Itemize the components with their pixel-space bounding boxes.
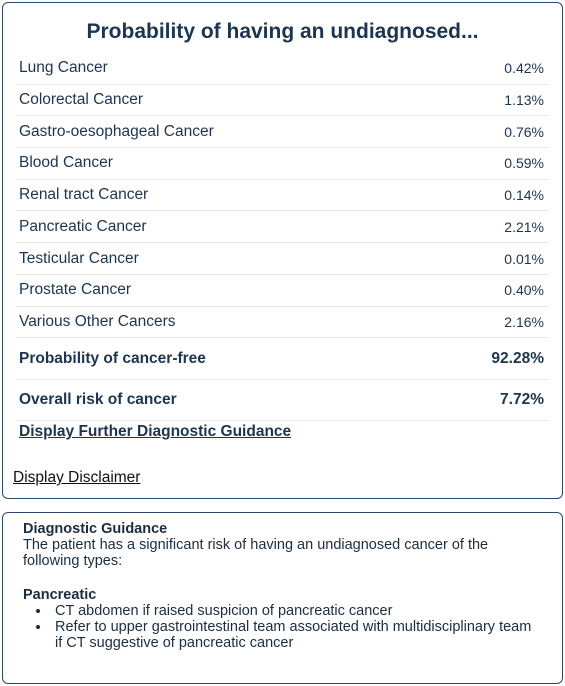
row-value: 7.72% <box>500 391 544 409</box>
table-row: Blood Cancer 0.59% <box>15 148 548 180</box>
table-row: Gastro-oesophageal Cancer 0.76% <box>15 116 548 149</box>
table-row: Pancreatic Cancer 2.21% <box>15 212 548 244</box>
row-label: Pancreatic Cancer <box>19 217 147 235</box>
row-value: 0.14% <box>504 187 544 204</box>
row-value: 0.40% <box>504 282 544 299</box>
row-value: 0.01% <box>504 250 544 267</box>
guidance-bullet: Refer to upper gastrointestinal team ass… <box>51 619 542 651</box>
row-value: 92.28% <box>491 349 544 367</box>
row-value: 0.76% <box>504 123 544 140</box>
table-row: Overall risk of cancer 7.72% <box>15 380 548 422</box>
row-label: Prostate Cancer <box>19 281 131 299</box>
row-label: Colorectal Cancer <box>19 91 144 109</box>
row-label: Renal tract Cancer <box>19 186 149 204</box>
table-row: Various Other Cancers 2.16% <box>15 307 548 339</box>
row-label: Overall risk of cancer <box>19 391 177 409</box>
row-label: Testicular Cancer <box>19 249 139 267</box>
row-value: 1.13% <box>504 92 544 109</box>
table-row: Renal tract Cancer 0.14% <box>15 180 548 212</box>
guidance-panel: Diagnostic Guidance The patient has a si… <box>2 512 563 684</box>
table-row: Testicular Cancer 0.01% <box>15 243 548 275</box>
guidance-bullet: CT abdomen if raised suspicion of pancre… <box>51 603 542 619</box>
table-row: Lung Cancer 0.42% <box>15 53 548 85</box>
table-row: Colorectal Cancer 1.13% <box>15 85 548 117</box>
guidance-title: Diagnostic Guidance <box>23 521 168 537</box>
guidance-link[interactable]: Display Further Diagnostic Guidance <box>19 423 292 440</box>
panel-title: Probability of having an undiagnosed... <box>86 20 479 43</box>
row-value: 0.42% <box>504 60 544 77</box>
guidance-list: CT abdomen if raised suspicion of pancre… <box>23 603 542 651</box>
row-label: Blood Cancer <box>19 154 113 172</box>
table-row: Prostate Cancer 0.40% <box>15 275 548 307</box>
guidance-intro: The patient has a significant risk of ha… <box>23 537 489 569</box>
row-label: Lung Cancer <box>19 59 108 77</box>
disclaimer-link[interactable]: Display Disclaimer <box>13 469 141 486</box>
row-value: 2.21% <box>504 218 544 235</box>
row-value: 0.59% <box>504 155 544 172</box>
row-label: Gastro-oesophageal Cancer <box>19 122 214 140</box>
row-value: 2.16% <box>504 313 544 330</box>
table-row: Probability of cancer-free 92.28% <box>15 338 548 380</box>
results-panel: Probability of having an undiagnosed... … <box>2 2 563 499</box>
guidance-section: Pancreatic <box>23 587 97 603</box>
row-label: Various Other Cancers <box>19 312 176 330</box>
row-label: Probability of cancer-free <box>19 349 206 367</box>
